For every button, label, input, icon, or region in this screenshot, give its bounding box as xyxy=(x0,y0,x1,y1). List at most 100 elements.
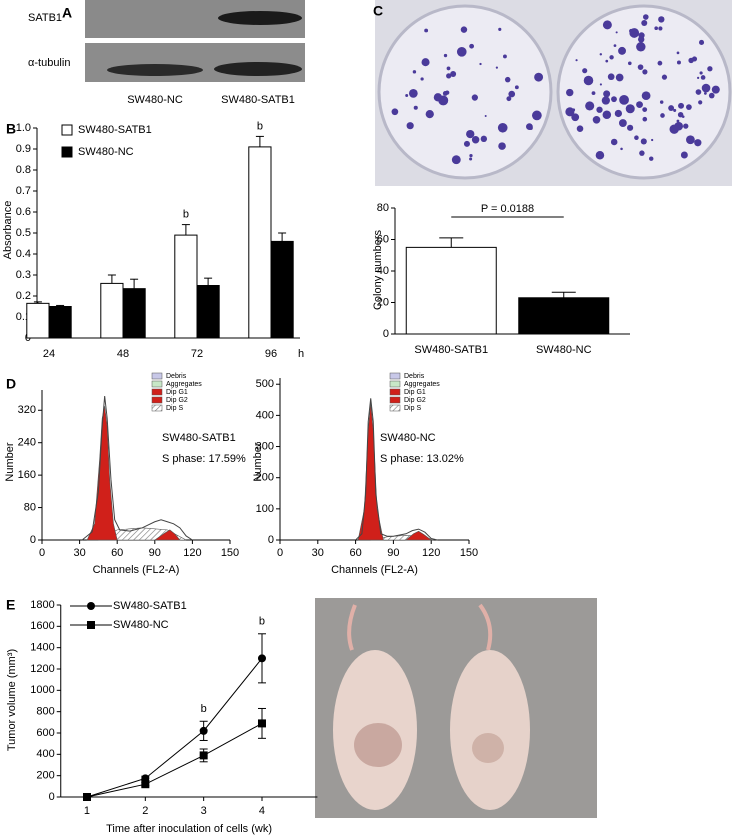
colony xyxy=(659,100,664,104)
y-tick-label: 0.9 xyxy=(16,143,31,155)
legend-label: Aggregates xyxy=(404,381,440,388)
colony xyxy=(703,92,707,95)
colony xyxy=(595,151,605,160)
legend-swatch xyxy=(389,396,401,404)
colony xyxy=(700,75,706,80)
colony xyxy=(531,110,542,121)
x-tick-label: 72 xyxy=(191,348,203,360)
colony xyxy=(613,44,617,48)
colony xyxy=(601,96,610,105)
colony xyxy=(599,83,602,86)
colony xyxy=(451,155,461,165)
colony xyxy=(677,111,684,118)
colony xyxy=(620,147,623,151)
colony xyxy=(585,101,595,111)
colony xyxy=(575,59,578,62)
bar xyxy=(174,234,198,339)
legend-swatch xyxy=(389,372,401,380)
legend-label: Dip G2 xyxy=(166,397,188,404)
colony xyxy=(425,109,434,119)
envelope xyxy=(355,398,438,541)
colony xyxy=(705,86,709,90)
y-tick-label: 60 xyxy=(377,233,389,245)
colony xyxy=(607,73,615,81)
colony xyxy=(629,28,640,38)
colony xyxy=(673,108,677,112)
tumor xyxy=(472,733,504,763)
colony xyxy=(479,62,482,66)
annotation: P = 0.0188 xyxy=(481,203,534,215)
y-tick-label: 80 xyxy=(377,202,389,214)
colony xyxy=(699,39,705,45)
x-tick-label: 60 xyxy=(111,547,123,559)
colony xyxy=(421,58,430,67)
y-tick-label: 1200 xyxy=(30,663,54,675)
g2-area xyxy=(153,529,181,541)
colony xyxy=(683,123,689,129)
colony xyxy=(658,26,663,31)
colony xyxy=(638,32,645,39)
colony xyxy=(711,85,720,94)
colony xyxy=(637,64,644,70)
colony xyxy=(446,66,451,71)
colony xyxy=(420,77,424,81)
legend-label: Dip G2 xyxy=(404,397,426,404)
blot-band xyxy=(107,64,203,76)
colony xyxy=(446,73,452,79)
annotation: S phase: 13.02% xyxy=(380,453,464,465)
x-tick-label: 24 xyxy=(43,348,55,360)
colony xyxy=(661,74,668,80)
x-tick-label: 0 xyxy=(39,547,45,559)
panel-label: D xyxy=(6,376,16,392)
colony xyxy=(676,51,680,55)
colony xyxy=(699,71,703,75)
colony xyxy=(641,91,651,101)
colony xyxy=(636,102,639,105)
marker xyxy=(141,780,150,789)
y-tick-label: 200 xyxy=(36,770,54,782)
x-tick-label: 90 xyxy=(387,547,399,559)
colony xyxy=(605,59,609,63)
y-axis-label: Number xyxy=(252,442,264,481)
colony xyxy=(528,126,533,130)
x-tick-label: 1 xyxy=(84,805,90,817)
legend-swatch xyxy=(389,388,401,396)
colony xyxy=(642,69,648,75)
colony xyxy=(456,47,467,57)
envelope xyxy=(81,396,193,541)
colony xyxy=(609,55,614,60)
legend-label: Dip G1 xyxy=(404,389,426,396)
g1-area xyxy=(86,406,118,541)
x-tick-label: 120 xyxy=(183,547,201,559)
panel-label: C xyxy=(373,3,383,19)
colony xyxy=(583,75,594,86)
colony xyxy=(642,116,648,122)
blot-row-label: α-tubulin xyxy=(28,57,70,69)
colony xyxy=(572,108,576,112)
colony xyxy=(681,115,685,118)
y-axis-label: Number xyxy=(4,442,16,481)
colony xyxy=(676,119,680,123)
blot-band xyxy=(214,62,302,76)
colony xyxy=(636,42,646,52)
legend-swatch xyxy=(151,404,163,412)
legend-swatch xyxy=(151,380,163,388)
colony xyxy=(408,89,418,98)
colony xyxy=(495,66,498,69)
mouse xyxy=(450,650,530,810)
y-tick-label: 0.2 xyxy=(16,290,31,302)
colony xyxy=(642,107,648,113)
colony xyxy=(506,96,512,102)
colony xyxy=(466,129,475,139)
y-tick-label: 0 xyxy=(268,534,274,546)
x-axis-label: Time after inoculation of cells (wk) xyxy=(106,823,272,835)
colony xyxy=(576,125,584,132)
colony xyxy=(502,54,507,59)
annotation: SW480-NC xyxy=(380,432,436,444)
colony xyxy=(460,26,468,33)
colony xyxy=(412,70,417,74)
x-tick-label: 3 xyxy=(201,805,207,817)
colony xyxy=(504,76,511,83)
bar xyxy=(518,297,610,335)
